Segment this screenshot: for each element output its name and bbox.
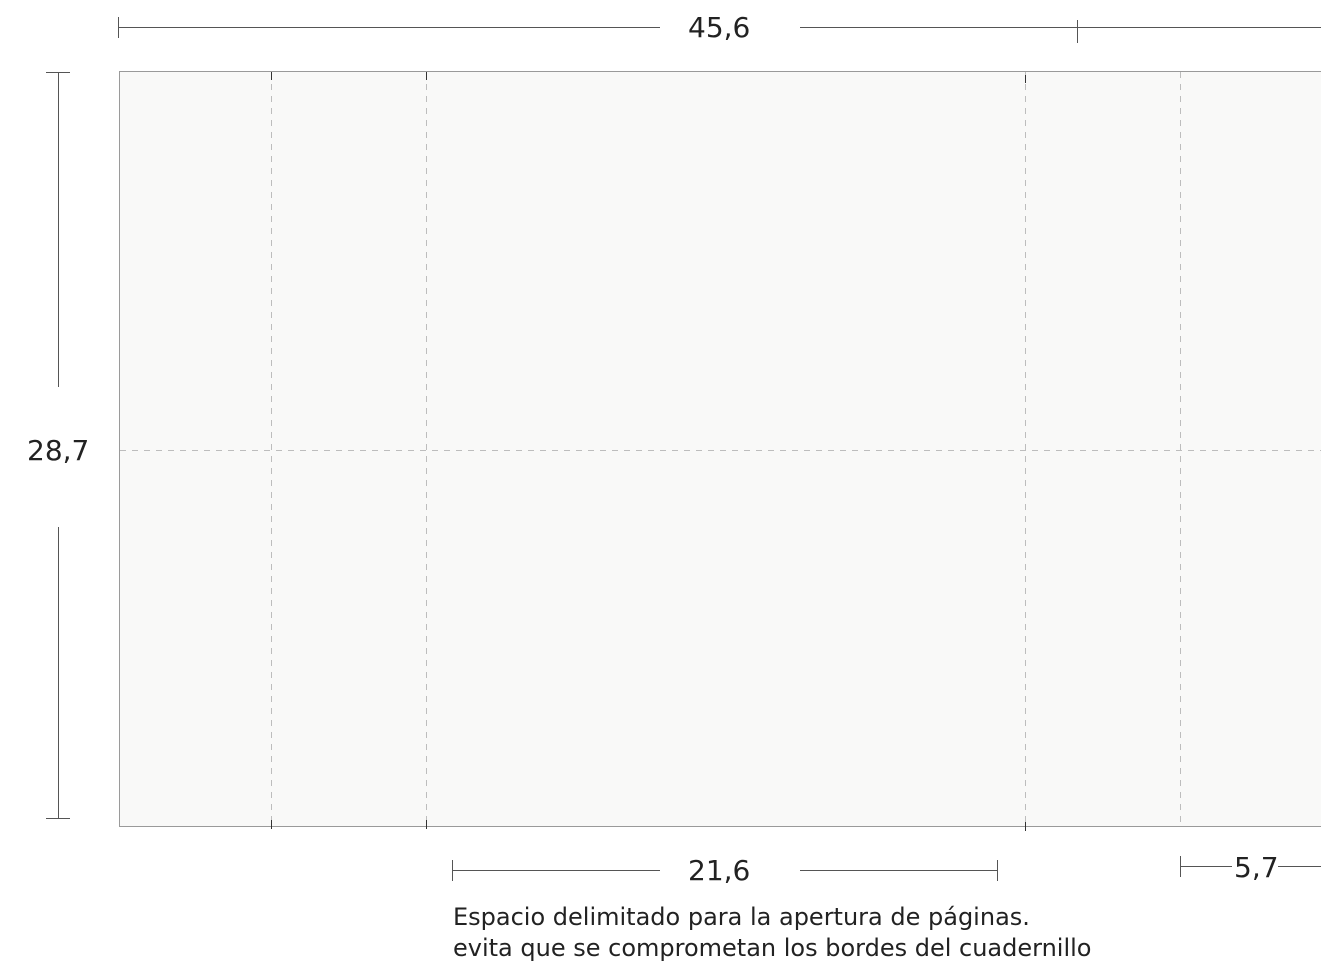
dimension-total-width	[118, 17, 1321, 43]
dimension-total-height	[46, 72, 70, 819]
dimension-spread-width	[452, 860, 998, 881]
dimension-flap-width	[1180, 856, 1321, 877]
caption-line-2: evita que se comprometan los bordes del …	[453, 934, 1092, 962]
caption-line-1: Espacio delimitado para la apertura de p…	[453, 903, 1030, 931]
spread-width-label: 21,6	[688, 854, 751, 887]
flap-width-label: 5,7	[1234, 851, 1279, 884]
total-width-label: 45,6	[688, 11, 751, 44]
sheet-area	[119, 71, 1321, 827]
fold-lines	[120, 72, 1321, 826]
fold-ticks	[271, 72, 1026, 831]
total-height-label: 28,7	[27, 434, 90, 467]
